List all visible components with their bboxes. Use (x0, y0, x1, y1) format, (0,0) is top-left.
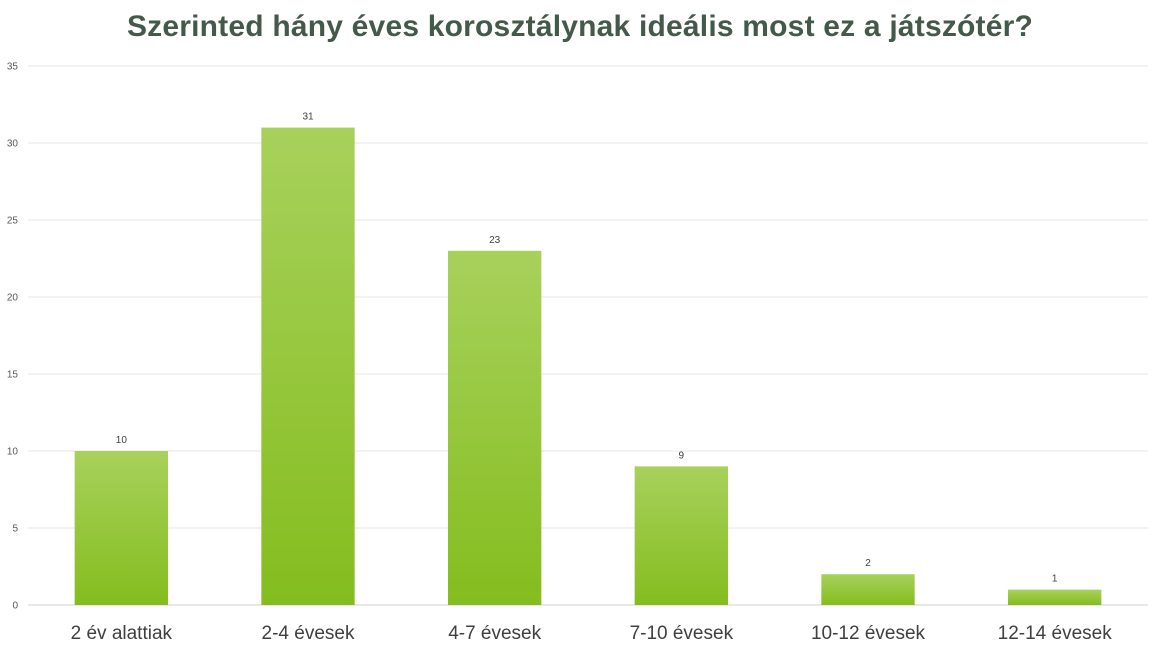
y-tick-label: 0 (12, 601, 18, 612)
data-label: 10 (116, 435, 128, 446)
bar (74, 451, 168, 605)
y-tick-label: 25 (7, 216, 19, 227)
y-tick-label: 5 (12, 524, 18, 535)
y-tick-label: 35 (7, 62, 19, 73)
bar (634, 466, 728, 605)
y-tick-label: 30 (7, 139, 19, 150)
bar (821, 574, 915, 605)
bar (448, 250, 542, 606)
x-tick-label: 12-14 évesek (998, 623, 1113, 644)
x-tick-label: 4-7 évesek (448, 623, 541, 644)
data-label: 31 (302, 112, 314, 123)
y-tick-label: 10 (7, 447, 19, 458)
data-label: 2 (865, 558, 871, 569)
data-label: 23 (489, 235, 501, 246)
chart-title: Szerinted hány éves korosztálynak ideáli… (126, 10, 1034, 43)
x-tick-label: 7-10 évesek (630, 623, 734, 644)
x-tick-label: 2 év alattiak (71, 623, 173, 644)
bar (261, 127, 355, 605)
x-tick-label: 10-12 évesek (811, 623, 926, 644)
y-tick-label: 20 (7, 293, 19, 304)
data-label: 1 (1052, 574, 1058, 585)
y-tick-label: 15 (7, 370, 19, 381)
x-tick-label: 2-4 évesek (262, 623, 355, 644)
bar (1008, 589, 1102, 605)
data-label: 9 (679, 450, 685, 461)
